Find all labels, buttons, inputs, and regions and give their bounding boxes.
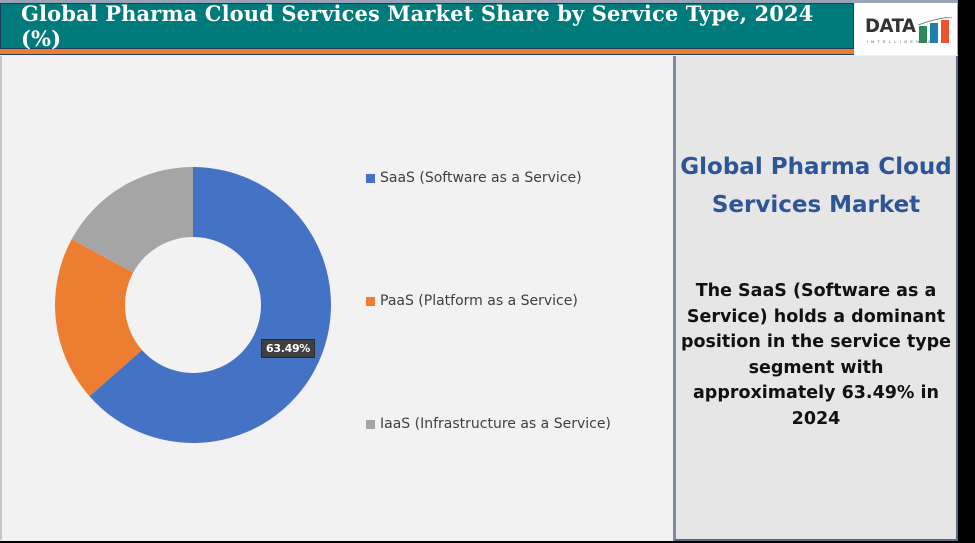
legend-label: IaaS (Infrastructure as a Service) xyxy=(380,416,611,432)
legend-item-iaas[interactable]: IaaS (Infrastructure as a Service) xyxy=(366,416,611,432)
logo-text: DATA xyxy=(865,15,916,37)
legend-label: PaaS (Platform as a Service) xyxy=(380,293,578,309)
legend-swatch-icon xyxy=(366,419,375,429)
accent-bar xyxy=(0,49,854,55)
logo: DATA INTELLIGENCE xyxy=(855,3,958,55)
donut-chart xyxy=(54,167,331,443)
logo-subtext: INTELLIGENCE xyxy=(867,39,935,44)
header-banner: Global Pharma Cloud Services Market Shar… xyxy=(0,1,854,51)
chart-title: Global Pharma Cloud Services Market Shar… xyxy=(21,1,814,51)
legend-item-saas[interactable]: SaaS (Software as a Service) xyxy=(366,170,582,186)
legend-label: SaaS (Software as a Service) xyxy=(380,170,582,186)
legend-swatch-icon xyxy=(366,296,375,306)
summary-panel: Global Pharma Cloud Services Market The … xyxy=(673,56,958,541)
data-label-saas: 63.49% xyxy=(261,339,316,358)
legend-item-paas[interactable]: PaaS (Platform as a Service) xyxy=(366,293,578,309)
summary-title: Global Pharma Cloud Services Market xyxy=(680,154,952,218)
donut-segment-saas xyxy=(89,167,331,443)
donut-segment-paas xyxy=(54,239,143,397)
donut-segment-iaas xyxy=(71,167,193,273)
legend-swatch-icon xyxy=(366,173,375,183)
bar-chart-logo-icon xyxy=(918,17,952,43)
summary-text: The SaaS (Software as a Service) holds a… xyxy=(680,281,952,429)
